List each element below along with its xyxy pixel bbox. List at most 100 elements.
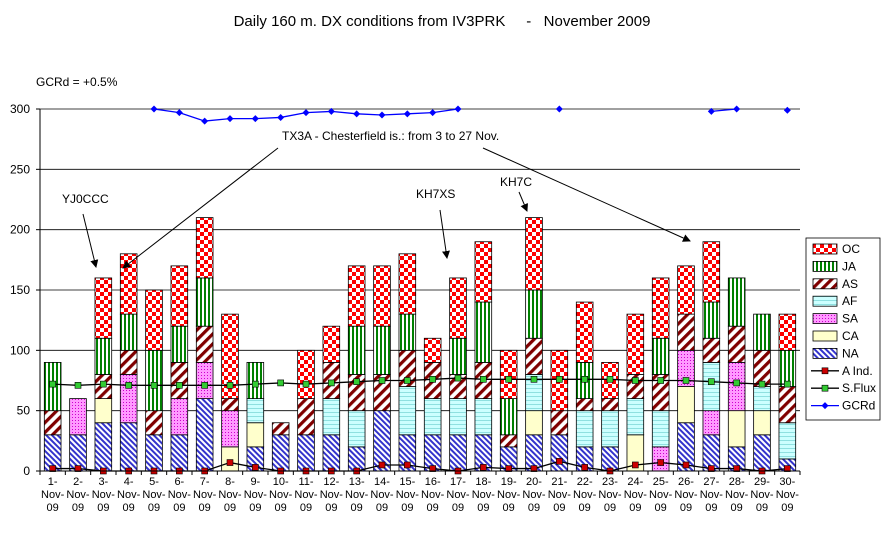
point-aind-16	[429, 465, 436, 472]
bar-AS-6	[170, 361, 189, 399]
x-tick-label-26: 26-Nov-09	[674, 476, 698, 514]
bar-AS-27	[702, 337, 721, 363]
y-tick-label-0: 0	[23, 464, 30, 478]
legend-swatch-ja	[812, 260, 838, 272]
legend-swatch-na	[812, 347, 838, 359]
grid-lines	[40, 108, 800, 412]
x-tick-label-1: 1-Nov-09	[41, 476, 65, 514]
bar-OC-15	[398, 253, 417, 315]
point-sflux-14	[378, 377, 386, 384]
point-aind-21	[556, 458, 563, 465]
legend: OC JA AS AF SA CA NA A Ind. S.Flux GCRd	[805, 237, 881, 421]
bar-NA-10	[271, 434, 290, 472]
x-tick-label-25: 25-Nov-09	[649, 476, 673, 514]
y-tick-label-250: 250	[10, 162, 30, 176]
bar-AF-25	[651, 410, 670, 448]
bar-OC-3	[94, 277, 113, 339]
point-sflux-9	[252, 380, 259, 388]
legend-label-gcrd: GCRd	[842, 399, 875, 413]
point-sflux-3	[100, 380, 107, 388]
point-gcrd-8	[226, 115, 234, 123]
y-tick-label-200: 200	[10, 223, 30, 237]
bar-OC-27	[702, 241, 721, 303]
point-gcrd-16	[429, 109, 437, 117]
point-sflux-2	[74, 382, 82, 389]
bar-AF-17	[449, 398, 467, 436]
point-sflux-11	[302, 380, 310, 388]
y-tick-label-150: 150	[10, 283, 30, 297]
x-tick-label-27: 27-Nov-09	[700, 476, 724, 514]
bar-OC-24	[626, 313, 645, 375]
x-tick-label-4: 4-Nov-09	[117, 476, 141, 514]
bar-AS-20	[525, 337, 543, 375]
legend-label-af: AF	[842, 294, 857, 308]
bar-AF-13	[347, 410, 366, 448]
point-aind-27	[708, 465, 715, 472]
point-gcrd-17	[454, 105, 462, 113]
point-sflux-19	[505, 375, 512, 383]
bar-JA-19	[499, 398, 518, 436]
x-tick-label-23: 23-Nov-09	[598, 476, 622, 514]
bar-AF-27	[702, 361, 721, 412]
x-tick-label-9: 9-Nov-09	[244, 476, 268, 514]
x-tick-label-5: 5-Nov-09	[142, 476, 166, 514]
bar-JA-25	[651, 337, 670, 375]
annotation-kh7xs: KH7XS	[416, 187, 455, 201]
x-tick-label-10: 10-Nov-09	[269, 476, 293, 514]
bar-OC-25	[651, 277, 670, 339]
bar-AF-16	[423, 398, 442, 436]
bar-AS-4	[119, 349, 138, 375]
bar-AS-26	[677, 313, 695, 351]
x-tick-label-22: 22-Nov-09	[573, 476, 597, 514]
x-tick-label-21: 21-Nov-09	[548, 476, 572, 514]
bar-AS-28	[727, 325, 746, 363]
x-tick-label-6: 6-Nov-09	[168, 476, 192, 514]
x-tick-label-15: 15-Nov-09	[396, 476, 420, 514]
bar-NA-29	[753, 434, 771, 472]
point-sflux-24	[632, 377, 639, 384]
bar-CA-20	[525, 410, 543, 436]
bar-AF-30	[778, 422, 797, 460]
bar-AF-22	[575, 410, 594, 448]
bar-NA-17	[449, 434, 467, 472]
point-aind-30	[784, 465, 791, 472]
bar-AF-18	[474, 398, 493, 436]
bar-AF-15	[398, 386, 417, 436]
bar-AS-23	[601, 398, 619, 412]
y-axis: 0 50 100 150 200 250 300	[10, 102, 40, 478]
legend-marker-aind	[821, 367, 829, 375]
bar-AF-23	[601, 410, 619, 448]
legend-swatch-as	[812, 278, 838, 290]
x-tick-label-20: 20-Nov-09	[522, 476, 546, 514]
point-aind-1	[49, 465, 56, 472]
bar-AF-12	[322, 398, 341, 436]
bar-JA-29	[753, 313, 771, 351]
bar-CA-8	[221, 446, 239, 472]
bar-OC-14	[373, 265, 391, 327]
bar-JA-3	[94, 337, 113, 375]
point-aind-14	[378, 461, 386, 469]
annotation-tx3a-arrow-right	[482, 147, 691, 242]
bar-JA-15	[398, 313, 417, 351]
line-path-sflux	[52, 377, 788, 386]
bar-AS-8	[221, 398, 239, 412]
bar-SA-4	[119, 374, 138, 424]
x-tick-label-18: 18-Nov-09	[472, 476, 496, 514]
annotation-tx3a: TX3A - Chesterfield is.: from 3 to 27 No…	[282, 129, 499, 143]
bar-AS-21	[550, 410, 569, 436]
point-aind-9	[252, 464, 259, 471]
line-path-aind	[52, 460, 788, 472]
x-tick-label-30: 30-Nov-09	[776, 476, 800, 514]
point-aind-2	[74, 465, 82, 472]
bar-JA-7	[195, 277, 214, 327]
bar-AS-11	[297, 398, 315, 436]
x-tick-label-8: 8-Nov-09	[218, 476, 242, 514]
x-tick-label-24: 24-Nov-09	[624, 476, 648, 514]
point-sflux-10	[277, 379, 284, 387]
bar-JA-17	[449, 337, 467, 375]
bar-AF-29	[753, 386, 771, 412]
bar-NA-6	[170, 434, 189, 472]
bar-NA-4	[119, 422, 138, 472]
point-gcrd-12	[327, 107, 335, 115]
point-sflux-5	[150, 382, 158, 389]
